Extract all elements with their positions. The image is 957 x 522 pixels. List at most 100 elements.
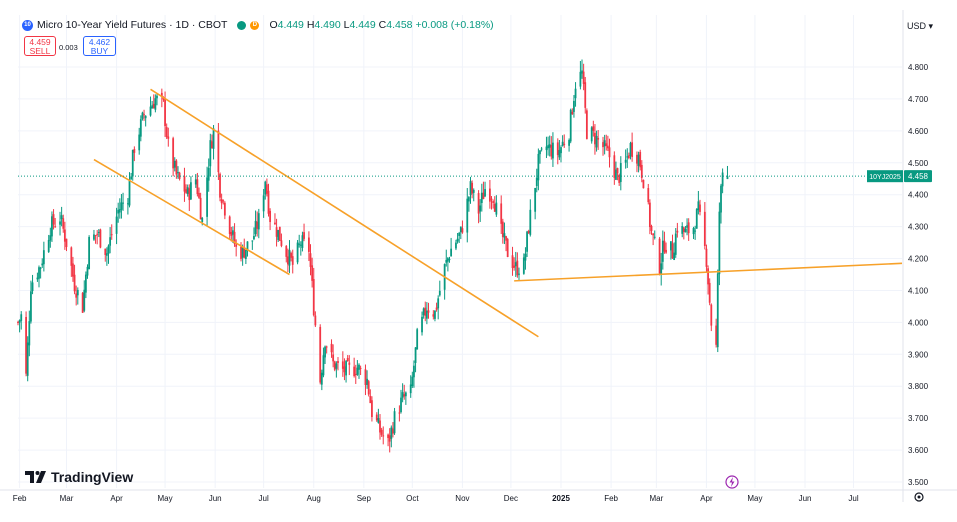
candle-body <box>223 202 226 216</box>
candle-down <box>492 199 495 209</box>
candle-up <box>545 136 548 159</box>
candle-body <box>152 103 155 109</box>
candle-body <box>167 136 170 139</box>
candle-down <box>658 237 661 276</box>
candle-up <box>552 132 554 167</box>
candle-body <box>535 177 538 187</box>
candle-body <box>490 198 493 200</box>
candle-body <box>94 235 97 237</box>
candle-body <box>285 246 288 257</box>
sell-button[interactable]: 4.459 SELL <box>24 36 56 56</box>
candle-body <box>513 265 516 268</box>
candle-up <box>560 145 562 163</box>
candle-up <box>540 146 543 152</box>
candle-body <box>484 189 486 197</box>
settings-gear-icon[interactable] <box>914 492 924 502</box>
candle-body <box>186 187 189 194</box>
candle-body <box>603 140 606 147</box>
candle-body <box>288 249 291 266</box>
candle-up <box>539 150 541 164</box>
high-label: H <box>306 19 315 31</box>
candle-down <box>94 234 97 244</box>
candle-down <box>274 213 276 226</box>
candle-down <box>353 357 356 378</box>
candle-body <box>138 134 141 151</box>
candle-body <box>676 230 679 233</box>
candle-body <box>93 234 95 240</box>
candle-up <box>30 280 32 324</box>
buy-button[interactable]: 4.462 BUY <box>83 36 116 56</box>
candle-body <box>359 367 362 369</box>
candle-body <box>230 232 233 236</box>
candle-up <box>448 256 451 263</box>
candle-body <box>59 221 61 225</box>
candle-body <box>18 320 21 323</box>
candle-up <box>684 225 687 233</box>
candle-up <box>558 140 561 161</box>
candle-body <box>110 234 113 236</box>
event-lightning-icon[interactable] <box>725 475 739 489</box>
candle-body <box>178 172 181 179</box>
candle-up <box>619 156 622 191</box>
time-tick-label: 2025 <box>552 494 570 503</box>
candle-body <box>307 237 310 252</box>
candle-down <box>687 218 690 241</box>
candle-down <box>359 365 362 376</box>
candle-down <box>663 231 666 254</box>
candle-body <box>527 230 530 234</box>
candle-down <box>642 179 645 189</box>
candle-body <box>47 239 50 252</box>
candle-body <box>196 179 199 195</box>
candle-body <box>569 109 572 142</box>
support-line <box>514 262 903 282</box>
currency-selector[interactable]: USD ▾ <box>907 21 934 31</box>
candle-body <box>493 203 496 212</box>
candle-body <box>172 138 175 169</box>
candle-down <box>398 405 401 422</box>
candle-down <box>185 184 187 194</box>
candle-body <box>401 392 404 398</box>
candle-body <box>585 110 588 139</box>
candle-up <box>595 130 598 152</box>
candle-up <box>561 135 564 147</box>
candle-up <box>59 211 61 236</box>
candle-body <box>280 240 283 246</box>
candle-up <box>459 226 462 240</box>
tradingview-logo[interactable]: TradingView <box>25 469 133 485</box>
candle-body <box>648 202 651 228</box>
candle-up <box>38 265 40 288</box>
candle-down <box>705 244 708 273</box>
candle-body <box>660 263 663 275</box>
candle-body <box>388 435 391 442</box>
candle-body <box>118 209 121 213</box>
candle-body <box>332 354 335 362</box>
candle-body <box>76 289 79 296</box>
candle-down <box>500 195 503 234</box>
candle-up <box>356 360 359 376</box>
sell-price: 4.459 <box>29 37 51 47</box>
candle-body <box>467 197 470 202</box>
candle-body <box>211 141 213 149</box>
candle-body <box>160 92 163 97</box>
candle-up <box>154 94 157 113</box>
candle-body <box>183 176 186 192</box>
candle-body <box>96 233 99 235</box>
candle-body <box>377 418 380 423</box>
candle-body <box>301 235 304 248</box>
candle-body <box>488 188 491 202</box>
candle-body <box>720 185 722 213</box>
symbol-title[interactable]: Micro 10-Year Yield Futures · 1D · CBOT <box>37 19 228 31</box>
candle-body <box>353 366 356 377</box>
candle-up <box>128 172 131 208</box>
candle-up <box>320 369 323 391</box>
candle-body <box>506 239 509 258</box>
candle-up <box>253 227 255 241</box>
candle-body <box>422 308 425 316</box>
candle-body <box>721 172 724 187</box>
candle-body <box>133 148 136 153</box>
candle-down <box>346 355 349 362</box>
candle-up <box>673 242 676 261</box>
candle-body <box>104 248 107 255</box>
time-tick-label: May <box>158 494 173 503</box>
